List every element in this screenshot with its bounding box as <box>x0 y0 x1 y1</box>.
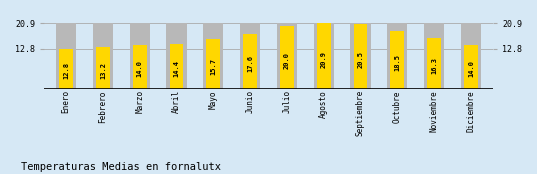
Bar <box>427 38 441 89</box>
Text: 12.8: 12.8 <box>63 62 69 79</box>
Bar <box>206 39 220 89</box>
Bar <box>350 23 371 89</box>
Text: Temperaturas Medias en fornalutx: Temperaturas Medias en fornalutx <box>21 162 221 172</box>
Text: 20.9: 20.9 <box>321 51 326 68</box>
Bar <box>277 23 297 89</box>
Bar <box>461 23 481 89</box>
Bar <box>280 26 294 89</box>
Bar <box>314 23 334 89</box>
Bar <box>96 47 110 89</box>
Bar <box>317 23 331 89</box>
Bar <box>390 31 404 89</box>
Bar <box>353 24 367 89</box>
Bar <box>170 44 184 89</box>
Text: 20.0: 20.0 <box>284 52 290 69</box>
Text: 18.5: 18.5 <box>394 54 400 71</box>
Bar <box>424 23 444 89</box>
Text: 13.2: 13.2 <box>100 62 106 79</box>
Bar <box>59 49 73 89</box>
Text: 14.0: 14.0 <box>468 61 474 77</box>
Text: 14.0: 14.0 <box>137 61 143 77</box>
Bar <box>133 45 147 89</box>
Text: 16.3: 16.3 <box>431 57 437 74</box>
Bar <box>129 23 150 89</box>
Bar <box>387 23 408 89</box>
Text: 20.5: 20.5 <box>358 51 364 68</box>
Bar <box>93 23 113 89</box>
Bar <box>243 34 257 89</box>
Bar <box>203 23 223 89</box>
Bar <box>166 23 187 89</box>
Bar <box>240 23 260 89</box>
Text: 14.4: 14.4 <box>173 60 179 77</box>
Bar <box>56 23 76 89</box>
Text: 17.6: 17.6 <box>247 55 253 72</box>
Text: 15.7: 15.7 <box>211 58 216 75</box>
Bar <box>464 45 478 89</box>
